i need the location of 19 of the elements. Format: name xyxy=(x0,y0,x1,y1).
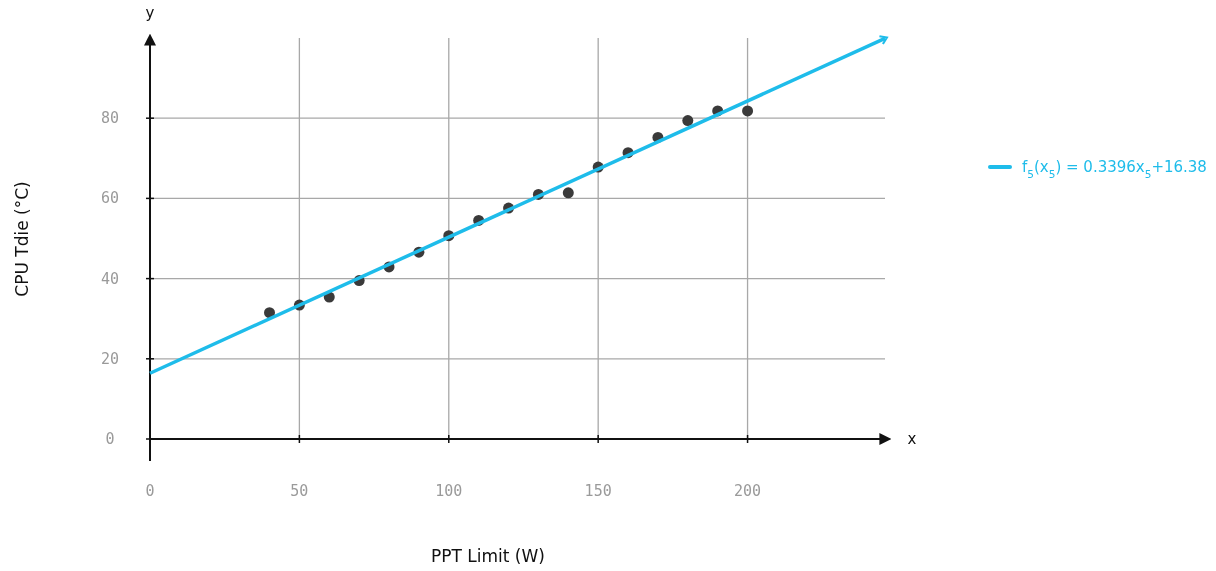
y-tick-label: 0 xyxy=(105,430,115,448)
legend-label: f$_{5}$(x$_{5}$) = 0.3396x$_{5}$+16.38 xyxy=(1022,158,1207,180)
point xyxy=(264,307,276,319)
point xyxy=(742,105,754,117)
y-tick-label: 40 xyxy=(100,269,120,288)
x-tick-label: 100 xyxy=(435,482,463,500)
text: x xyxy=(907,430,917,448)
point xyxy=(682,115,694,127)
x-tick-label: 0 xyxy=(145,482,155,500)
point xyxy=(562,187,574,199)
y-tick-label: 80 xyxy=(100,109,120,128)
x-tick-label: 150 xyxy=(584,482,612,500)
text: y xyxy=(145,4,155,22)
x-tick-label: 200 xyxy=(734,482,762,500)
x-axis-title: PPT Limit (W) xyxy=(431,546,545,566)
y-axis-title: CPU Tdie (°C) xyxy=(12,181,32,297)
y-tick-label: 20 xyxy=(100,349,120,368)
y-tick-label: 60 xyxy=(100,189,120,208)
x-tick-label: 50 xyxy=(290,482,309,500)
